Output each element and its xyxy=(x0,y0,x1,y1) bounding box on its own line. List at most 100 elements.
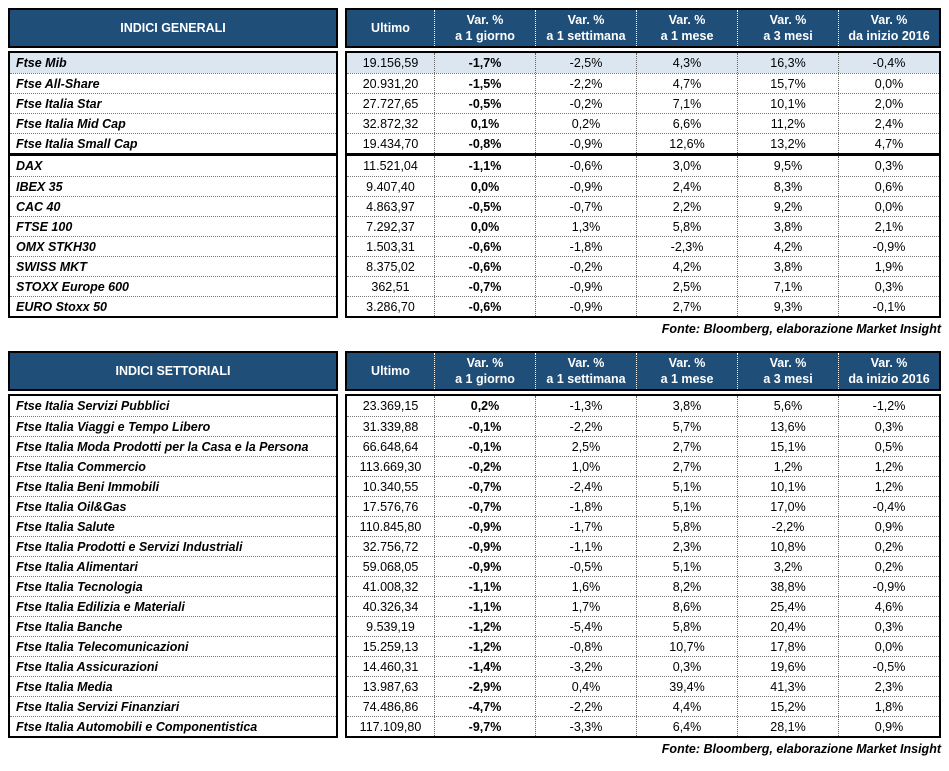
var-value-cell: 0,9% xyxy=(838,517,939,536)
table-row: 15.259,13 -1,2% -0,8% 10,7% 17,8% 0,0% xyxy=(347,636,939,656)
table-row: 66.648,64 -0,1% 2,5% 2,7% 15,1% 0,5% xyxy=(347,436,939,456)
var-value-cell: 0,3% xyxy=(838,617,939,636)
var-value-cell: 0,1% xyxy=(434,114,535,133)
index-name-cell: Ftse Italia Commercio xyxy=(10,456,336,476)
ultimo-value-cell: 8.375,02 xyxy=(366,259,415,274)
var-value-cell: -3,2% xyxy=(535,657,636,676)
index-name-cell: Ftse Mib xyxy=(10,53,336,73)
table-row: 110.845,80 -0,9% -1,7% 5,8% -2,2% 0,9% xyxy=(347,516,939,536)
var-value-cell: 1,2% xyxy=(838,477,939,496)
column-header-line1: Var. % xyxy=(769,13,807,27)
var-value-cell: 2,4% xyxy=(636,177,737,196)
table-row: 17.576,76 -0,7% -1,8% 5,1% 17,0% -0,4% xyxy=(347,496,939,516)
ultimo-value-cell: 19.156,59 xyxy=(362,56,419,70)
column-header-var-3-mesi: Var. % a 3 mesi xyxy=(737,10,838,46)
table-row: 13.987,63 -2,9% 0,4% 39,4% 41,3% 2,3% xyxy=(347,676,939,696)
var-value-cell: 7,1% xyxy=(737,277,838,296)
index-name-column: INDICI GENERALI Ftse Mib Ftse All-Share Ft… xyxy=(8,8,338,318)
var-value-cell: -0,9% xyxy=(838,577,939,596)
ultimo-value-cell: 74.486,86 xyxy=(362,699,419,714)
var-value-cell: 0,3% xyxy=(636,657,737,676)
var-value-cell: 5,6% xyxy=(737,396,838,416)
var-value-cell: 1,9% xyxy=(838,257,939,276)
ultimo-value-cell: 9.407,40 xyxy=(366,179,415,194)
table-row: 10.340,55 -0,7% -2,4% 5,1% 10,1% 1,2% xyxy=(347,476,939,496)
index-name-group: Ftse Italia Servizi Pubblici Ftse Italia … xyxy=(8,394,338,738)
var-value-cell: 10,1% xyxy=(737,477,838,496)
table-row: 27.727,65 -0,5% -0,2% 7,1% 10,1% 2,0% xyxy=(347,93,939,113)
source-note: Fonte: Bloomberg, elaborazione Market In… xyxy=(661,742,941,756)
ultimo-value-cell: 110.845,80 xyxy=(359,519,422,534)
var-value-cell: -1,4% xyxy=(434,657,535,676)
column-header-ultimo: Ultimo xyxy=(347,10,434,46)
var-value-cell: 0,0% xyxy=(838,197,939,216)
column-header-line2: a 1 mese xyxy=(660,372,714,386)
var-value-cell: 17,8% xyxy=(737,637,838,656)
table-row: 20.931,20 -1,5% -2,2% 4,7% 15,7% 0,0% xyxy=(347,73,939,93)
data-columns: Ultimo Var. % a 1 giorno Var. % a 1 sett… xyxy=(345,8,941,318)
var-value-cell: -2,5% xyxy=(535,53,636,73)
var-value-cell: 1,0% xyxy=(535,457,636,476)
column-header-line2: a 1 settimana xyxy=(546,372,626,386)
index-name-cell: Ftse Italia Small Cap xyxy=(10,133,336,153)
data-row-group: 19.156,59 -1,7% -2,5% 4,3% 16,3% -0,4% 20.931,… xyxy=(345,51,941,155)
var-value-cell: 1,3% xyxy=(535,217,636,236)
var-value-cell: 8,6% xyxy=(636,597,737,616)
column-header-line1: Var. % xyxy=(466,13,504,27)
var-value-cell: 0,9% xyxy=(838,717,939,736)
table-layout: INDICI SETTORIALI Ftse Italia Servizi Pu… xyxy=(8,351,941,738)
var-value-cell: 0,2% xyxy=(838,537,939,556)
var-value-cell: 2,3% xyxy=(636,537,737,556)
column-header-var-1-giorno: Var. % a 1 giorno xyxy=(434,353,535,389)
var-value-cell: 17,0% xyxy=(737,497,838,516)
var-value-cell: 1,7% xyxy=(535,597,636,616)
table-row: 1.503,31 -0,6% -1,8% -2,3% 4,2% -0,9% xyxy=(347,236,939,256)
var-value-cell: -0,9% xyxy=(838,237,939,256)
var-value-cell: 4,7% xyxy=(636,74,737,93)
var-value-cell: -0,6% xyxy=(434,297,535,316)
var-value-cell: 4,2% xyxy=(636,257,737,276)
var-value-cell: -1,8% xyxy=(535,497,636,516)
index-name-cell: Ftse Italia Servizi Finanziari xyxy=(10,696,336,716)
var-value-cell: 10,7% xyxy=(636,637,737,656)
ultimo-value-cell: 66.648,64 xyxy=(362,439,419,454)
table-row: 117.109,80 -9,7% -3,3% 6,4% 28,1% 0,9% xyxy=(347,716,939,736)
ultimo-value-cell: 40.326,34 xyxy=(362,599,419,614)
var-value-cell: -0,6% xyxy=(535,156,636,176)
table-title: INDICI SETTORIALI xyxy=(8,351,338,391)
index-name-cell: Ftse Italia Tecnologia xyxy=(10,576,336,596)
column-header-line1: Var. % xyxy=(567,13,605,27)
column-header-line1: Var. % xyxy=(668,356,706,370)
var-value-cell: 0,2% xyxy=(434,396,535,416)
var-value-cell: 2,7% xyxy=(636,457,737,476)
var-value-cell: -3,3% xyxy=(535,717,636,736)
var-value-cell: 2,2% xyxy=(636,197,737,216)
data-row-group: 23.369,15 0,2% -1,3% 3,8% 5,6% -1,2% 31.339,88… xyxy=(345,394,941,738)
index-name-list: Ftse Mib Ftse All-Share Ftse Italia Star Ft… xyxy=(8,51,338,318)
data-row-group: 11.521,04 -1,1% -0,6% 3,0% 9,5% 0,3% 9.407,40 0… xyxy=(345,154,941,318)
var-value-cell: 9,2% xyxy=(737,197,838,216)
var-value-cell: -0,4% xyxy=(838,53,939,73)
index-name-cell: Ftse Italia Media xyxy=(10,676,336,696)
var-value-cell: 0,2% xyxy=(838,557,939,576)
ultimo-value-cell: 3.286,70 xyxy=(366,299,415,314)
var-value-cell: 2,1% xyxy=(838,217,939,236)
table-row: 23.369,15 0,2% -1,3% 3,8% 5,6% -1,2% xyxy=(347,396,939,416)
var-value-cell: -0,1% xyxy=(838,297,939,316)
ultimo-value-cell: 7.292,37 xyxy=(366,219,415,234)
var-value-cell: 13,2% xyxy=(737,134,838,153)
index-name-list: Ftse Italia Servizi Pubblici Ftse Italia … xyxy=(8,394,338,738)
table-row: 32.756,72 -0,9% -1,1% 2,3% 10,8% 0,2% xyxy=(347,536,939,556)
var-value-cell: 12,6% xyxy=(636,134,737,153)
var-value-cell: 0,5% xyxy=(838,437,939,456)
var-value-cell: -2,3% xyxy=(636,237,737,256)
index-name-cell: Ftse Italia Assicurazioni xyxy=(10,656,336,676)
var-value-cell: -0,6% xyxy=(434,237,535,256)
var-value-cell: 5,8% xyxy=(636,217,737,236)
table-row: 31.339,88 -0,1% -2,2% 5,7% 13,6% 0,3% xyxy=(347,416,939,436)
table-row: 41.008,32 -1,1% 1,6% 8,2% 38,8% -0,9% xyxy=(347,576,939,596)
data-rows: 23.369,15 0,2% -1,3% 3,8% 5,6% -1,2% 31.339,88… xyxy=(345,394,941,738)
table-row: 4.863,97 -0,5% -0,7% 2,2% 9,2% 0,0% xyxy=(347,196,939,216)
var-value-cell: -0,9% xyxy=(434,557,535,576)
column-header-label: Ultimo xyxy=(371,21,410,35)
